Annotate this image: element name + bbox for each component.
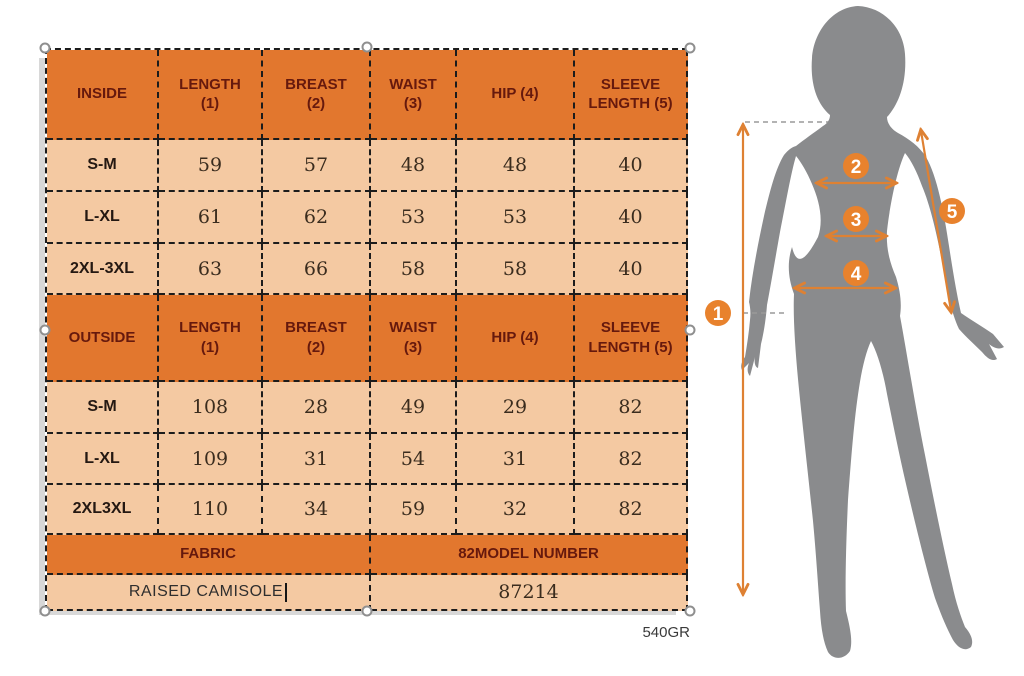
table-cell: 32 — [457, 485, 575, 535]
size-label: 2XL-3XL — [47, 244, 159, 295]
table-cell: 66 — [263, 244, 371, 295]
table-cell: 82 — [575, 382, 688, 434]
table-cell: 31 — [263, 434, 371, 485]
inside-section-header: INSIDE — [47, 50, 159, 140]
selection-handle-bottom-left[interactable] — [39, 605, 51, 617]
table-cell: 34 — [263, 485, 371, 535]
svg-text:5: 5 — [947, 202, 958, 223]
column-header-waist: WAIST (3) — [371, 295, 457, 382]
column-header-breast: BREAST (2) — [263, 50, 371, 140]
measurement-figure: 1 2 3 4 5 — [705, 6, 1004, 658]
measure-badge-5: 5 — [939, 198, 965, 224]
column-header-sleeve: SLEEVE LENGTH (5) — [575, 295, 688, 382]
size-label: S-M — [47, 140, 159, 192]
table-cell: 40 — [575, 244, 688, 295]
column-header-breast: BREAST (2) — [263, 295, 371, 382]
measure-badge-1: 1 — [705, 300, 731, 326]
measure-badge-4: 4 — [843, 260, 869, 286]
size-label: 2XL3XL — [47, 485, 159, 535]
female-body-silhouette — [741, 6, 1004, 658]
table-cell: 63 — [159, 244, 263, 295]
model-number-value: 87214 — [371, 575, 688, 611]
selection-handle-bottom-middle[interactable] — [361, 605, 373, 617]
table-cell: 110 — [159, 485, 263, 535]
svg-text:4: 4 — [851, 264, 862, 285]
table-cell: 109 — [159, 434, 263, 485]
size-label: L-XL — [47, 192, 159, 244]
table-cell: 61 — [159, 192, 263, 244]
column-header-sleeve: SLEEVE LENGTH (5) — [575, 50, 688, 140]
table-cell: 40 — [575, 192, 688, 244]
table-cell: 40 — [575, 140, 688, 192]
table-cell: 31 — [457, 434, 575, 485]
fabric-value: RAISED CAMISOLE — [128, 583, 284, 600]
measure-badge-2: 2 — [843, 153, 869, 179]
table-cell: 82 — [575, 485, 688, 535]
selection-handle-middle-left[interactable] — [39, 324, 51, 336]
table-cell: 48 — [457, 140, 575, 192]
selection-handle-bottom-right[interactable] — [684, 605, 696, 617]
selection-handle-middle-right[interactable] — [684, 324, 696, 336]
size-chart-table: INSIDE LENGTH (1) BREAST (2) WAIST (3) H… — [45, 48, 688, 611]
column-header-length: LENGTH (1) — [159, 50, 263, 140]
column-header-hip: HIP (4) — [457, 295, 575, 382]
table-cell: 53 — [371, 192, 457, 244]
model-number-header: 82MODEL NUMBER — [371, 535, 688, 575]
table-cell: 58 — [457, 244, 575, 295]
table-cell: 59 — [371, 485, 457, 535]
column-header-waist: WAIST (3) — [371, 50, 457, 140]
table-cell: 108 — [159, 382, 263, 434]
column-header-hip: HIP (4) — [457, 50, 575, 140]
table-cell: 82 — [575, 434, 688, 485]
table-cell: 49 — [371, 382, 457, 434]
weight-note: 540GR — [642, 624, 690, 641]
svg-text:2: 2 — [851, 157, 862, 178]
fabric-header: FABRIC — [47, 535, 371, 575]
selection-handle-top-middle[interactable] — [361, 41, 373, 53]
size-label: L-XL — [47, 434, 159, 485]
table-cell: 53 — [457, 192, 575, 244]
table-cell: 28 — [263, 382, 371, 434]
selection-handle-top-left[interactable] — [39, 42, 51, 54]
table-cell: 48 — [371, 140, 457, 192]
table-cell: 57 — [263, 140, 371, 192]
text-cursor — [285, 582, 288, 602]
table-cell: 54 — [371, 434, 457, 485]
table-cell: 29 — [457, 382, 575, 434]
fabric-value-cell: RAISED CAMISOLE — [47, 575, 371, 611]
outside-section-header: OUTSIDE — [47, 295, 159, 382]
svg-text:3: 3 — [851, 210, 862, 231]
svg-text:1: 1 — [713, 304, 724, 325]
measurement-arrow-5-sleeve — [921, 131, 951, 311]
table-cell: 59 — [159, 140, 263, 192]
size-label: S-M — [47, 382, 159, 434]
selection-handle-top-right[interactable] — [684, 42, 696, 54]
table-cell: 58 — [371, 244, 457, 295]
column-header-length: LENGTH (1) — [159, 295, 263, 382]
measure-badge-3: 3 — [843, 206, 869, 232]
table-cell: 62 — [263, 192, 371, 244]
